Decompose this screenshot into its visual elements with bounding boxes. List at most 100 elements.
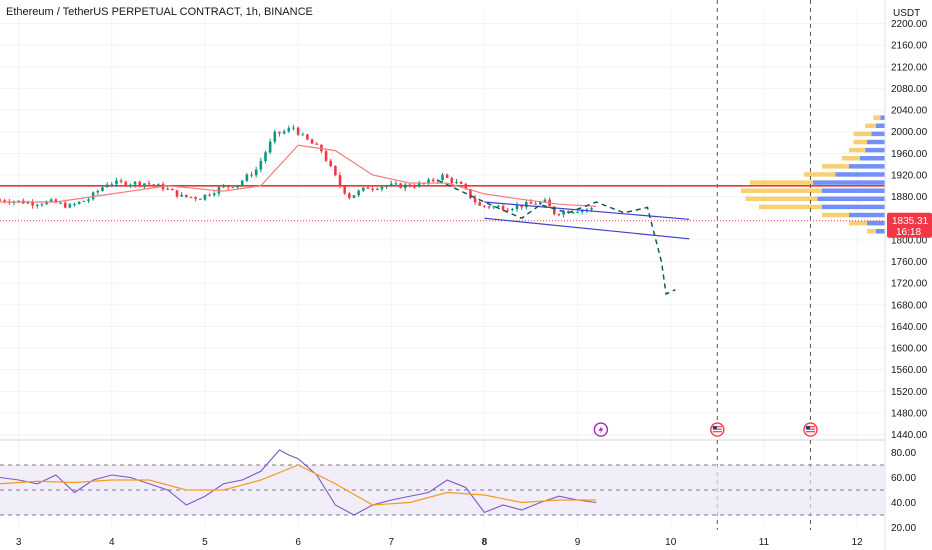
time-tick-label: 10 — [665, 537, 677, 548]
lightning-glyph — [598, 425, 604, 434]
candle-body — [54, 199, 58, 203]
volume-profile-buy-bar — [871, 131, 885, 137]
rsi-tick-label: 80.00 — [891, 448, 916, 459]
candle-body — [292, 127, 295, 129]
volume-profile-sell-bar — [849, 220, 867, 226]
rsi-tick-label: 40.00 — [891, 498, 916, 509]
flag-stripe — [805, 431, 815, 433]
time-tick-label: 6 — [295, 537, 301, 548]
rsi-line — [0, 449, 597, 516]
us-flag-event-icon — [710, 422, 725, 437]
candle-body — [338, 175, 342, 187]
time-tick-label: 8 — [482, 537, 488, 548]
candle-body — [45, 201, 48, 205]
candle-body — [431, 179, 435, 181]
candle-body — [157, 184, 160, 186]
candle-body — [306, 134, 309, 140]
volume-profile-buy-bar — [859, 155, 885, 161]
candle-body — [3, 200, 6, 202]
candle-body — [399, 183, 402, 189]
flag-stripe — [712, 431, 722, 433]
candle-body — [250, 174, 253, 176]
volume-profile-sell-bar — [741, 188, 822, 193]
candle-body — [105, 184, 109, 188]
price-tag-box — [887, 212, 932, 238]
candle-body — [226, 186, 230, 188]
price-tick-label: 1560.00 — [891, 365, 928, 376]
candle-body — [534, 203, 537, 205]
candle-body — [203, 194, 207, 200]
volume-profile-sell-bar — [750, 180, 813, 185]
candle-body — [324, 151, 328, 161]
candle-body — [166, 188, 169, 190]
price-tick-label: 1720.00 — [891, 279, 928, 290]
candle-body — [254, 169, 258, 176]
chart-title: Ethereum / TetherUS PERPETUAL CONTRACT, … — [6, 6, 313, 18]
price-tick-label: 1480.00 — [891, 408, 928, 419]
candle-body — [77, 201, 81, 204]
volume-profile-buy-bar — [876, 123, 885, 129]
candle-body — [236, 185, 239, 188]
candle-body — [26, 202, 30, 204]
candle-body — [408, 184, 412, 187]
candle-body — [562, 211, 565, 215]
moving-average-line — [0, 144, 597, 207]
candle-body — [385, 185, 388, 188]
candle-body — [96, 190, 100, 193]
candle-body — [352, 195, 356, 198]
channel-upper-line — [484, 201, 690, 220]
candle-body — [124, 181, 128, 186]
volume-profile-buy-bar — [813, 180, 885, 185]
candle-body — [366, 187, 370, 189]
flag-stripe — [712, 428, 722, 430]
candle-body — [35, 204, 39, 206]
price-tick-label: 2000.00 — [891, 127, 928, 138]
candle-body — [180, 194, 183, 197]
candle-body — [427, 179, 430, 184]
candle-body — [31, 202, 34, 206]
candle-body — [63, 202, 67, 208]
candle-body — [464, 183, 468, 190]
candle-body — [110, 184, 114, 186]
price-tick-label: 1520.00 — [891, 387, 928, 398]
channel-lower-line — [484, 217, 690, 240]
candle-body — [552, 206, 556, 215]
flag-stripe — [712, 426, 722, 428]
candle-body — [208, 194, 211, 196]
candle-body — [49, 199, 53, 202]
candle-body — [175, 190, 179, 197]
candle-body — [222, 186, 225, 188]
volume-profile-buy-bar — [876, 229, 885, 234]
candle-body — [0, 199, 2, 201]
candle-body — [497, 206, 500, 208]
price-tick-label: 1440.00 — [891, 430, 928, 441]
candle-body — [492, 206, 496, 208]
price-tag-countdown: 16:18 — [896, 227, 921, 238]
price-tick-label: 1800.00 — [891, 235, 928, 246]
flag-canton — [712, 426, 717, 430]
candle-body — [501, 206, 505, 210]
candle-body — [525, 202, 528, 208]
candle-body — [59, 202, 62, 204]
flag-stripe — [805, 428, 815, 430]
candle-body — [539, 201, 542, 205]
candle-body — [389, 183, 393, 186]
volume-profile-sell-bar — [745, 196, 818, 202]
candle-body — [91, 192, 95, 200]
candle-body — [515, 205, 519, 209]
candle-body — [543, 199, 547, 202]
volume-profile-sell-bar — [853, 139, 867, 145]
price-tick-label: 1880.00 — [891, 192, 928, 203]
time-tick-label: 11 — [759, 537, 770, 548]
volume-profile-sell-bar — [759, 204, 822, 210]
candle-body — [185, 194, 188, 197]
candle-body — [357, 190, 360, 196]
candle-body — [529, 202, 533, 204]
candle-body — [371, 188, 374, 190]
candle-body — [231, 187, 235, 189]
price-tick-label: 2080.00 — [891, 84, 928, 95]
candle-body — [362, 187, 365, 191]
volume-profile-sell-bar — [822, 212, 849, 218]
